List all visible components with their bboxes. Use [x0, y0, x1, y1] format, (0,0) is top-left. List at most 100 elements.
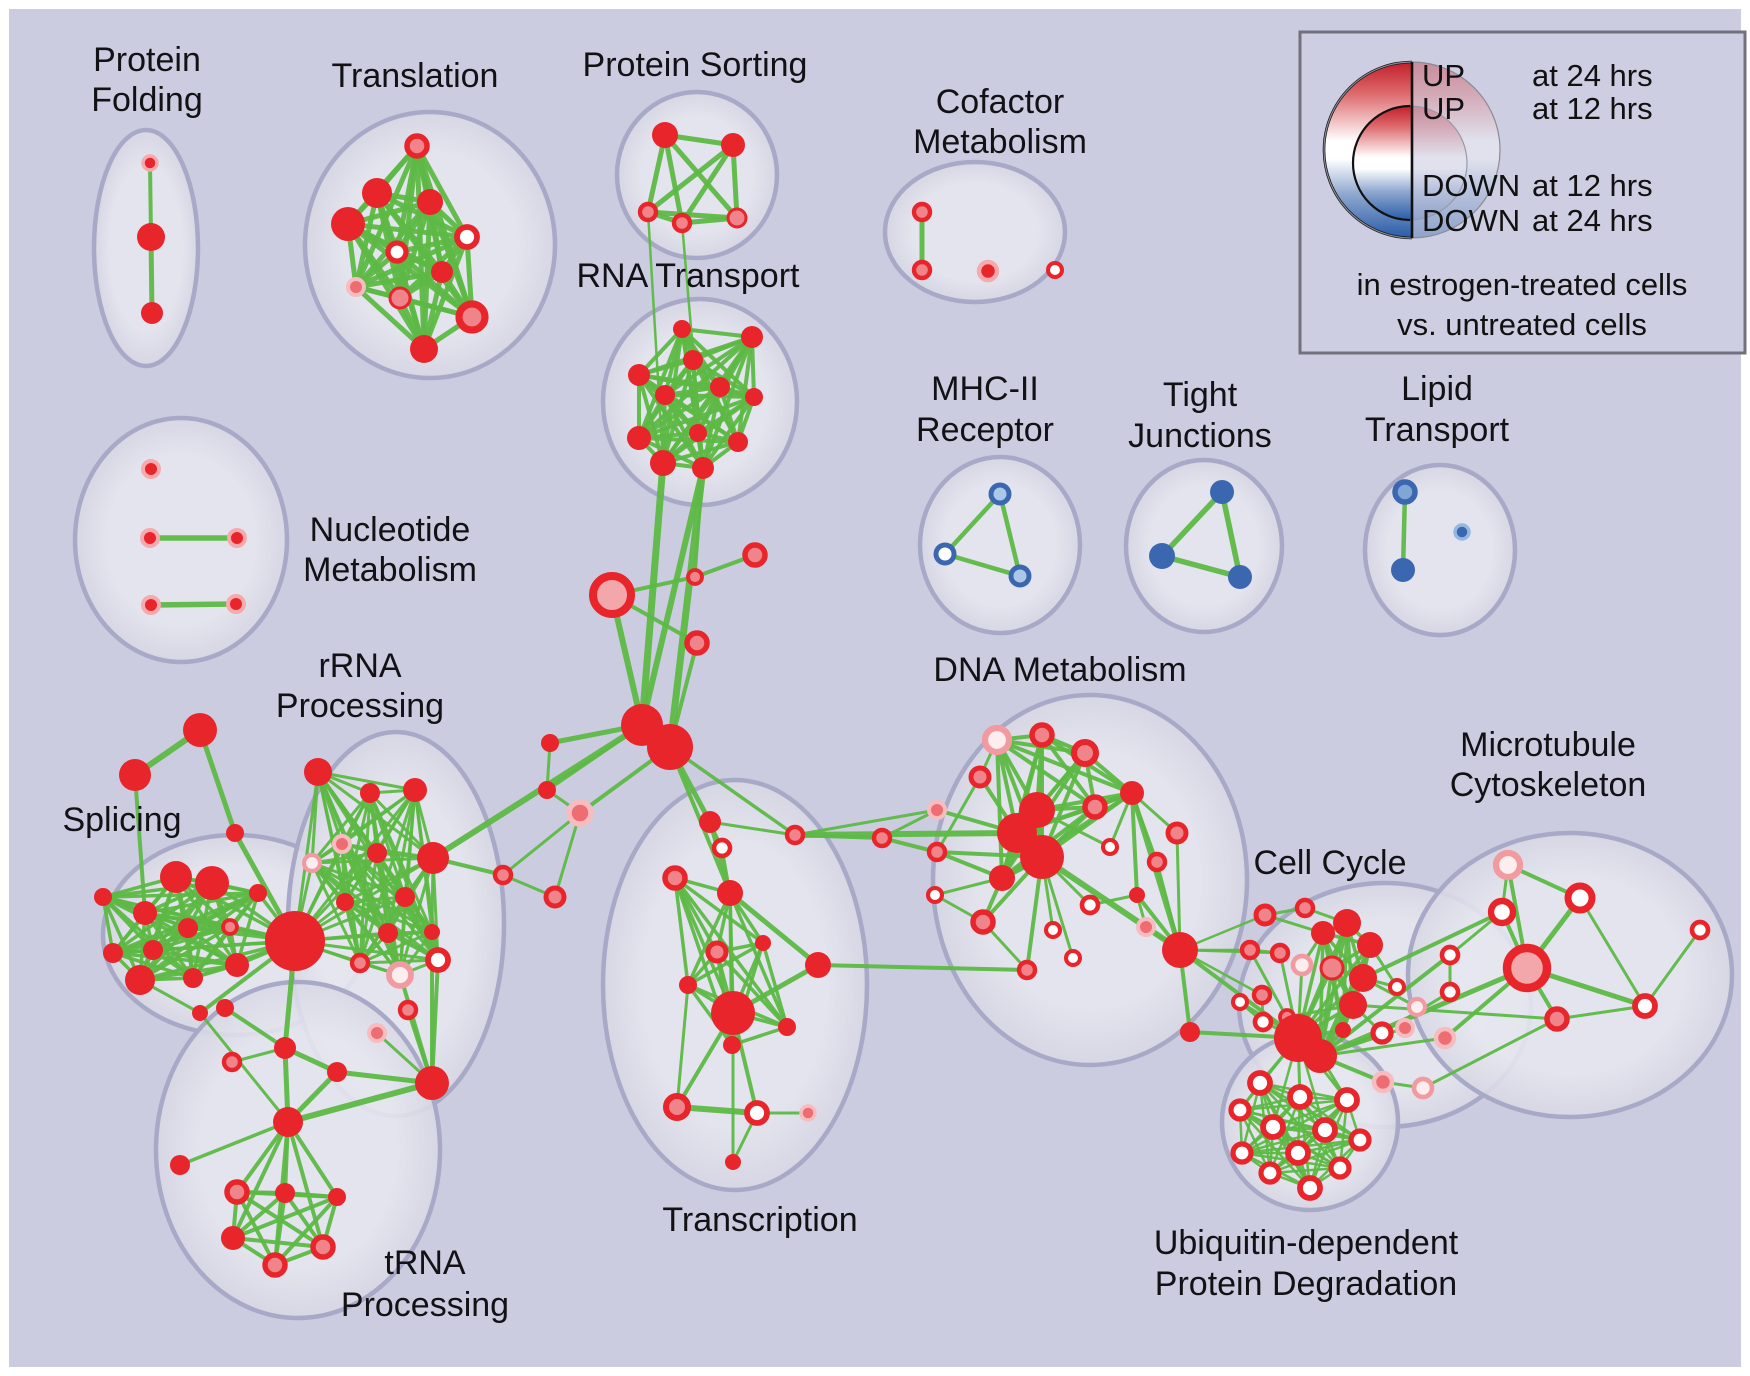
network-node-s11-solid: [225, 953, 249, 977]
edge-hubB-g1: [668, 745, 797, 837]
ubiquitin-mesh-edge: [1268, 1166, 1342, 1175]
edge-g1-dm8: [793, 833, 884, 840]
edge-tr7-dm18: [816, 963, 1029, 972]
edge-c7-tr1: [501, 811, 582, 877]
edge-p3-mt6: [1421, 1017, 1559, 1090]
edge-ccbig2-mt4: [1318, 953, 1452, 1058]
translation-mesh-edge: [353, 269, 445, 290]
network-node-tr8-ring-salmon: [705, 940, 729, 964]
network-node-r14-white-core: [425, 947, 451, 973]
network-node-t1-ring-salmon: [404, 133, 430, 159]
network-node-c6-solid: [538, 781, 556, 799]
network-node-dm8-ring-salmon: [871, 827, 893, 849]
network-node-dm1-pink-ring-white: [981, 724, 1013, 756]
rna-transport-mesh-edge: [701, 335, 754, 470]
network-node-r8-solid: [395, 887, 415, 907]
rna-transport-mesh-edge: [663, 335, 754, 397]
legend-direction-label-0: UP: [1422, 58, 1465, 93]
network-node-cc8-pink-ring-white: [1290, 953, 1314, 977]
network-node-n3-pink-ring-red: [227, 528, 247, 548]
network-node-tr2-solid: [699, 811, 721, 833]
rna-transport-mesh-edge: [663, 393, 756, 399]
cluster-label-dna-metabolism-line0: DNA Metabolism: [933, 651, 1186, 689]
rna-transport-mesh-edge: [661, 385, 722, 465]
network-node-mt3-white-core: [1487, 897, 1517, 927]
network-node-t9-salmon-solid: [388, 286, 412, 310]
edge-m2-m3: [942, 551, 1023, 579]
network-node-mt7-white-core: [1632, 993, 1658, 1019]
network-node-dm17-solid: [1129, 887, 1145, 903]
legend: UP at 24 hrs UP at 12 hrs DOWN at 12 hrs DOWN a…: [1298, 30, 1747, 355]
network-node-dm11-white-core: [1100, 837, 1120, 857]
network-node-m1-blue-ring-light: [988, 482, 1012, 506]
network-node-b1-solid: [216, 999, 234, 1017]
network-node-t11-solid: [410, 335, 438, 363]
network-node-s4-solid: [94, 888, 112, 906]
network-node-s3-solid: [133, 901, 157, 925]
network-node-t3-solid: [417, 189, 443, 215]
network-node-t6-white-core: [385, 240, 409, 264]
network-node-n4-pink-ring-red: [141, 595, 161, 615]
network-node-rt7-solid: [745, 388, 763, 406]
trna-hexagon-mesh-edge: [231, 1195, 339, 1240]
cluster-label-rna-transport-line0: RNA Transport: [577, 257, 801, 295]
cluster-ellipse-tight-junctions: [1123, 457, 1285, 635]
cluster-label-nucleotide-metabolism-line0: Nucleotide: [310, 511, 471, 549]
network-node-t2-solid: [362, 178, 392, 208]
legend-direction-label-2: DOWN: [1422, 168, 1520, 203]
splicing-mesh-edge: [138, 891, 260, 982]
network-node-hubB-solid: [647, 724, 693, 770]
edge-dm21-dmbig: [1175, 831, 1182, 952]
network-node-cf2-ring-salmon: [911, 259, 933, 281]
network-node-s8-solid: [143, 940, 163, 960]
network-node-cc5-solid: [1357, 932, 1383, 958]
network-node-dm2-ring-salmon: [1029, 722, 1055, 748]
cluster-label-microtubule-cytoskeleton-line0: Microtubule: [1460, 726, 1636, 764]
rrna-mesh-edge: [343, 900, 434, 934]
cluster-label-lipid-transport-line0: Lipid: [1401, 370, 1473, 408]
cluster-label-tight-junctions-line0: Tight: [1163, 376, 1238, 414]
network-node-dm4-ring-salmon: [1070, 738, 1100, 768]
cluster-label-transcription-line0: Transcription: [662, 1201, 857, 1239]
network-node-c2-ring-salmon: [686, 568, 704, 586]
cluster-label-trna-processing-line0: tRNA: [384, 1244, 466, 1282]
edge-b7-h1: [285, 1080, 435, 1125]
network-node-sx1-solid: [183, 713, 217, 747]
network-node-t5-white-core: [454, 224, 480, 250]
network-node-b6-pink-ring-salmon: [367, 1023, 387, 1043]
edge-b7-r14: [430, 958, 440, 1085]
transcription-mesh-edge: [761, 941, 789, 1029]
network-node-s5-solid: [178, 918, 198, 938]
network-node-dm9-ring-salmon: [926, 841, 948, 863]
network-node-trhub-solid: [711, 991, 755, 1035]
network-node-rt4-solid: [628, 364, 650, 386]
transcription-mesh-edge: [686, 941, 765, 987]
edge-cc11-mt6: [1351, 1003, 1559, 1021]
dna-metabolism-mesh-edge: [995, 738, 1097, 809]
network-node-cc2-ring-salmon: [1294, 897, 1316, 919]
edge-m1-m2: [942, 491, 1003, 557]
rna-transport-mesh-edge: [637, 385, 722, 440]
edge-lt1-lt2: [1400, 489, 1408, 573]
network-node-t10-ring-salmon: [455, 300, 489, 334]
network-node-s7-solid: [103, 943, 123, 963]
network-node-s2-solid: [195, 866, 229, 900]
network-node-t4-solid: [331, 207, 365, 241]
network-node-tr1-pink-ring-salmon: [566, 799, 594, 827]
network-node-u7-white-core: [1348, 1128, 1372, 1152]
network-node-cc16-solid: [1180, 1022, 1200, 1042]
network-node-r10-solid: [378, 923, 398, 943]
network-node-n2-pink-ring-red: [140, 528, 160, 548]
trna-hexagon-mesh-edge: [273, 1195, 339, 1267]
edge-dm5-dm8: [880, 808, 939, 840]
network-node-cc10-solid: [1349, 964, 1377, 992]
network-node-dm21-ring-salmon: [1165, 821, 1189, 845]
network-node-x2-solid: [275, 1183, 295, 1203]
network-node-r2-solid: [360, 783, 380, 803]
cluster-label-protein-folding-line1: Folding: [91, 81, 203, 119]
ubiquitin-mesh-edge: [1268, 1138, 1362, 1175]
network-node-r5-pink-ring-white: [301, 852, 323, 874]
network-node-tj3-blue-solid: [1228, 565, 1252, 589]
